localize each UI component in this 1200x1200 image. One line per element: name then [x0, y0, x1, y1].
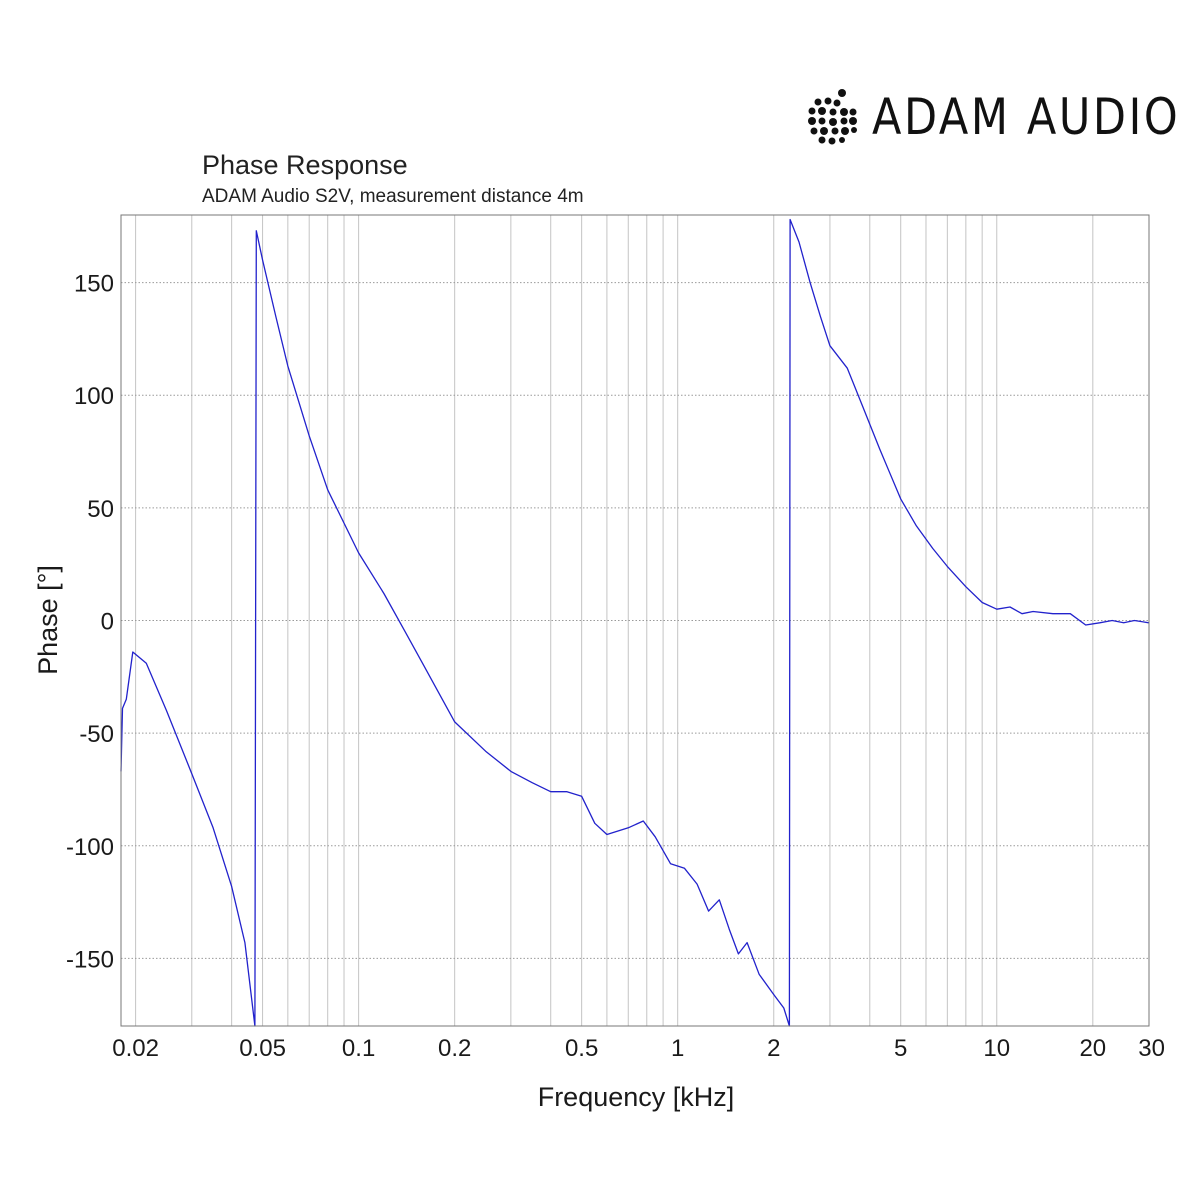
brand-name: ADAM AUDIO — [872, 88, 1181, 146]
x-tick-label: 1 — [671, 1035, 684, 1062]
y-tick-label: -50 — [79, 721, 114, 748]
x-tick-label: 0.5 — [565, 1035, 598, 1062]
y-axis-label: Phase [°] — [33, 565, 63, 675]
y-tick-label: -150 — [66, 946, 114, 973]
x-tick-label: 0.1 — [342, 1035, 375, 1062]
series-layer — [120, 218, 1150, 1027]
plot-frame — [120, 214, 1150, 1027]
x-tick-label: 0.2 — [438, 1035, 471, 1062]
y-tick-label: 150 — [74, 271, 114, 298]
x-tick-label: 10 — [983, 1035, 1010, 1062]
y-tick-labels: 150 100 50 0 -50 -100 -150 — [66, 271, 114, 974]
x-tick-label: 0.05 — [239, 1035, 286, 1062]
y-tick-label: -100 — [66, 834, 114, 861]
y-tick-label: 50 — [87, 496, 114, 523]
chart-subtitle: ADAM Audio S2V, measurement distance 4m — [202, 186, 584, 207]
y-tick-label: 100 — [74, 383, 114, 410]
adam-dot-matrix-logo-icon — [808, 89, 857, 145]
x-tick-labels: 0.02 0.05 0.1 0.2 0.5 1 2 5 10 20 30 — [112, 1035, 1165, 1062]
chart-title: Phase Response — [202, 150, 408, 180]
phase-series-line — [120, 218, 1150, 1027]
x-tick-label: 20 — [1079, 1035, 1106, 1062]
x-tick-label: 5 — [894, 1035, 907, 1062]
y-tick-label: 0 — [101, 609, 114, 636]
x-tick-label: 30 — [1138, 1035, 1165, 1062]
x-tick-label: 2 — [767, 1035, 780, 1062]
grid — [121, 215, 1149, 1026]
x-axis-label: Frequency [kHz] — [538, 1082, 735, 1112]
x-tick-label: 0.02 — [112, 1035, 159, 1062]
brand-logo: ADAM AUDIO — [806, 86, 1200, 148]
